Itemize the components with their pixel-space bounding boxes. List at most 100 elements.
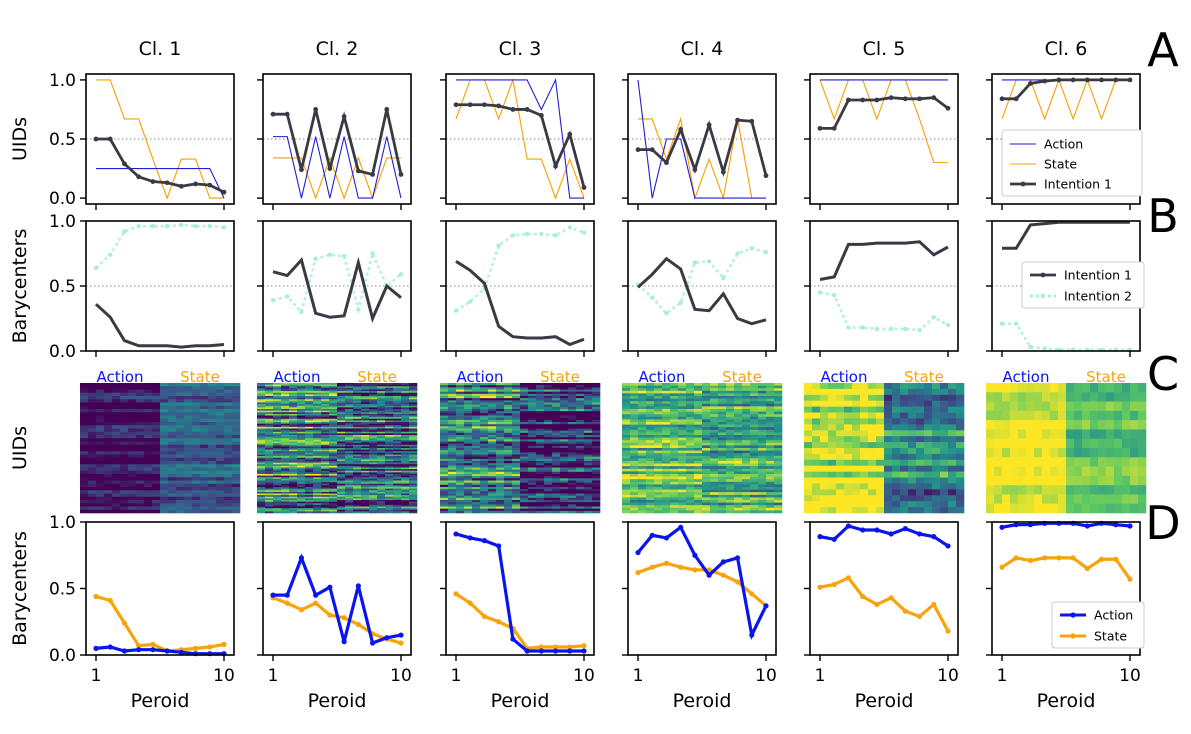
heatmap-cell (758, 416, 767, 420)
heatmap-cell (766, 390, 775, 394)
heatmap-cell (512, 480, 521, 483)
heatmap-cell (184, 392, 193, 397)
heatmap-cell (662, 474, 671, 477)
heatmap-cell (622, 487, 631, 490)
heatmap-cell (369, 423, 378, 426)
heatmap-cell (200, 474, 209, 478)
heatmap-cell (88, 383, 97, 387)
heatmap-cell (305, 475, 314, 478)
heatmap-cell (297, 470, 306, 473)
heatmap-cell (734, 497, 743, 501)
heatmap-cell (758, 435, 767, 438)
heatmap-cell (734, 466, 743, 470)
heatmap-cell (385, 478, 394, 481)
heatmap-cell (265, 464, 274, 467)
heatmap-cell (337, 456, 346, 459)
heatmap-cell (377, 488, 386, 491)
heatmap-cell (528, 452, 537, 455)
heatmap-cell (512, 493, 521, 496)
heatmap-cell (144, 409, 153, 413)
heatmap-cell (694, 435, 703, 438)
intention1-point (1056, 77, 1062, 83)
heatmap-cell (678, 471, 687, 475)
heatmap-cell (192, 435, 201, 439)
heatmap-cell (472, 400, 481, 403)
heatmap-cell (584, 417, 593, 421)
heatmap-cell (305, 490, 314, 493)
heatmap-cell (448, 424, 457, 427)
heatmap-cell (496, 404, 505, 408)
heatmap-cell (536, 445, 545, 449)
heatmap-cell (136, 503, 145, 507)
heatmap-cell (297, 412, 306, 415)
heatmap-cell (385, 431, 394, 434)
heatmap-cell (440, 493, 449, 496)
heatmap-cell (464, 495, 473, 499)
heatmap-cell (718, 455, 727, 459)
heatmap-cell (464, 508, 473, 512)
heatmap-cell (496, 428, 505, 431)
heatmap-cell (472, 493, 481, 496)
heatmap-cell (337, 386, 346, 389)
heatmap-cell (678, 505, 687, 509)
heatmap-cell (638, 442, 647, 446)
heatmap-cell (670, 484, 679, 488)
heatmap-cell (544, 400, 553, 403)
heatmap-cell (592, 441, 601, 444)
heatmap-cell (472, 461, 481, 464)
heatmap-cell (337, 465, 346, 468)
heatmap-cell (96, 441, 105, 446)
heatmap-cell (265, 456, 274, 459)
heatmap-cell (104, 506, 113, 511)
heatmap-cell (200, 412, 209, 416)
heatmap-cell (409, 501, 418, 504)
heatmap-cell (670, 432, 679, 436)
heatmap-cell (377, 410, 386, 413)
heatmap-cell (176, 441, 185, 446)
heatmap-cell (568, 463, 577, 466)
heatmap-cell (216, 399, 225, 403)
heatmap-cell (265, 509, 274, 512)
heatmap-cell (337, 392, 346, 395)
heatmap-cell (544, 476, 553, 479)
heatmap-cell (401, 425, 410, 428)
heatmap-cell (257, 417, 266, 420)
heatmap-cell (369, 399, 378, 402)
heatmap-cell (136, 438, 145, 442)
heatmap-cell (440, 422, 449, 425)
heatmap-cell (385, 441, 394, 444)
heatmap-cell (128, 383, 137, 387)
heatmap-cell (393, 472, 402, 475)
heatmap-cell (353, 490, 362, 493)
heatmap-cell (710, 458, 719, 462)
heatmap-cell (281, 478, 290, 481)
heatmap-cell (678, 414, 687, 418)
intention1-point (860, 97, 866, 103)
heatmap-cell (313, 441, 322, 444)
heatmap-cell (718, 442, 727, 446)
heatmap-cell (742, 414, 751, 418)
heatmap-cell (592, 396, 601, 399)
heatmap-cell (361, 397, 370, 400)
heatmap-cell (630, 419, 639, 423)
heatmap-cell (305, 394, 314, 397)
heatmap-cell (592, 476, 601, 479)
heatmap-cell (385, 435, 394, 437)
heatmap-cell (160, 399, 169, 403)
heatmap-cell (536, 430, 545, 434)
heatmap-cell (160, 409, 169, 413)
heatmap-cell (528, 454, 537, 457)
heatmap-cell (281, 435, 290, 437)
heatmap-cell (313, 400, 322, 403)
heatmap-cell (440, 504, 449, 507)
heatmap-cell (520, 500, 529, 503)
heatmap-cell (750, 440, 759, 444)
heatmap-cell (297, 509, 306, 512)
heatmap-cell (409, 446, 418, 449)
heatmap-cell (353, 446, 362, 449)
heatmap-cell (654, 479, 663, 483)
intention2-point (650, 295, 655, 300)
heatmap-cell (297, 465, 306, 468)
heatmap-cell (393, 446, 402, 449)
heatmap-cell (377, 493, 386, 496)
